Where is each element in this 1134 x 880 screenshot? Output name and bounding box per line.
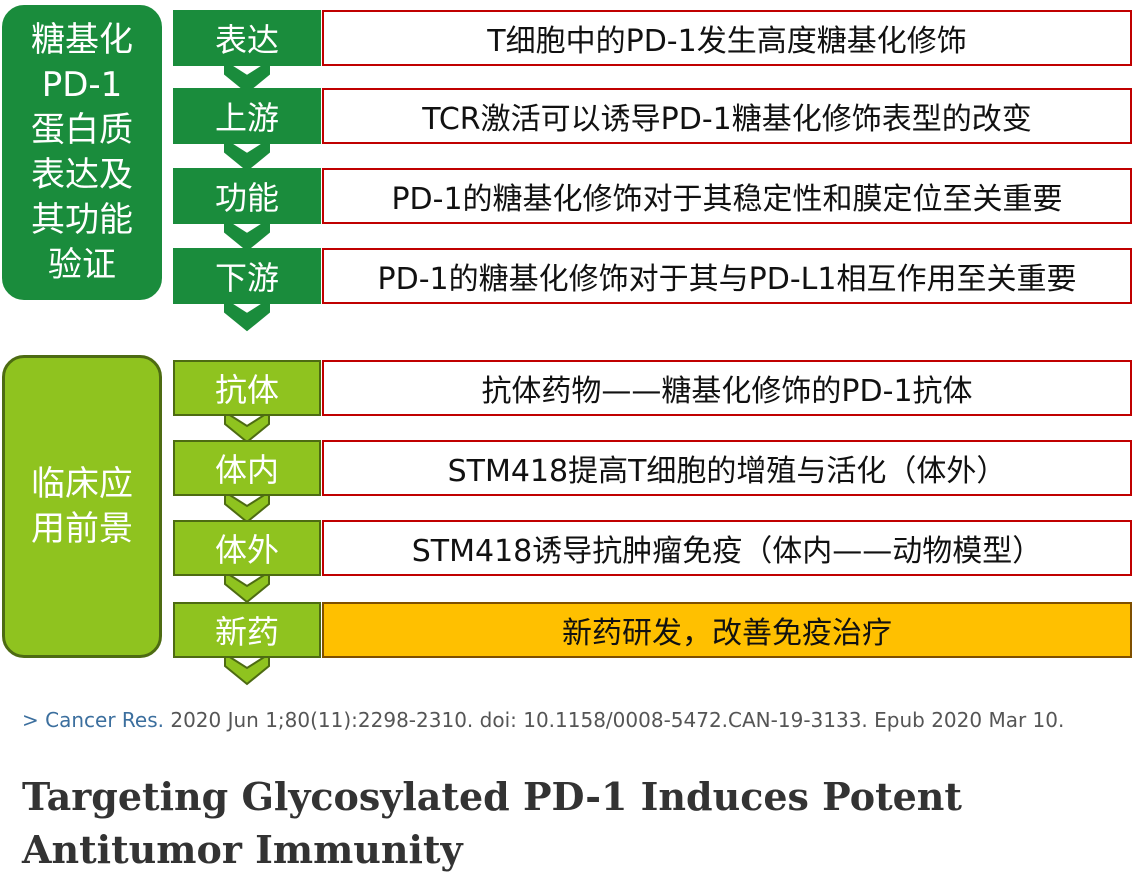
step-label: 上游 [173, 88, 321, 144]
step-text: T细胞中的PD-1发生高度糖基化修饰 [322, 10, 1132, 66]
citation: > Cancer Res. 2020 Jun 1;80(11):2298-231… [22, 708, 1064, 732]
step-label: 下游 [173, 248, 321, 304]
article-title: Targeting Glycosylated PD-1 Induces Pote… [22, 770, 962, 876]
side-label-line: 糖基化 [31, 19, 133, 60]
title-line: Antitumor Immunity [22, 827, 463, 872]
step-label: 功能 [173, 168, 321, 224]
arrows-layer [224, 60, 270, 686]
step-label: 体外 [173, 520, 321, 576]
chevron: > [22, 708, 46, 732]
down-arrow [224, 60, 270, 94]
side-label-line: 用前景 [31, 508, 133, 549]
down-arrow [224, 570, 270, 604]
down-arrow [224, 298, 270, 332]
side-label: 糖基化 PD-1 蛋白质 表达及 其功能 验证 [2, 5, 162, 300]
step-text: STM418提高T细胞的增殖与活化（体外） [322, 440, 1132, 496]
step-label: 抗体 [173, 360, 321, 416]
step-text: PD-1的糖基化修饰对于其稳定性和膜定位至关重要 [322, 168, 1132, 224]
down-arrow [224, 490, 270, 524]
down-arrow [224, 138, 270, 172]
step-label: 新药 [173, 602, 321, 658]
side-label-line: PD-1 [41, 64, 123, 105]
citation-details: 2020 Jun 1;80(11):2298-2310. doi: 10.115… [170, 708, 1065, 732]
side-label: 临床应 用前景 [2, 355, 162, 658]
down-arrow [224, 410, 270, 444]
step-label: 表达 [173, 10, 321, 66]
step-text: TCR激活可以诱导PD-1糖基化修饰表型的改变 [322, 88, 1132, 144]
side-label-line: 蛋白质 [31, 109, 133, 150]
side-label-line: 临床应 [31, 463, 133, 504]
step-text: 抗体药物——糖基化修饰的PD-1抗体 [322, 360, 1132, 416]
step-text: 新药研发，改善免疫治疗 [322, 602, 1132, 658]
side-label-line: 表达及 [31, 154, 133, 195]
down-arrow [224, 652, 270, 686]
title-line: Targeting Glycosylated PD-1 Induces Pote… [22, 774, 962, 819]
side-label-line: 其功能 [31, 199, 133, 240]
down-arrow [224, 218, 270, 252]
step-text: PD-1的糖基化修饰对于其与PD-L1相互作用至关重要 [322, 248, 1132, 304]
side-label-line: 验证 [48, 244, 116, 285]
journal[interactable]: Cancer Res. [45, 708, 164, 732]
step-text: STM418诱导抗肿瘤免疫（体内——动物模型） [322, 520, 1132, 576]
step-label: 体内 [173, 440, 321, 496]
